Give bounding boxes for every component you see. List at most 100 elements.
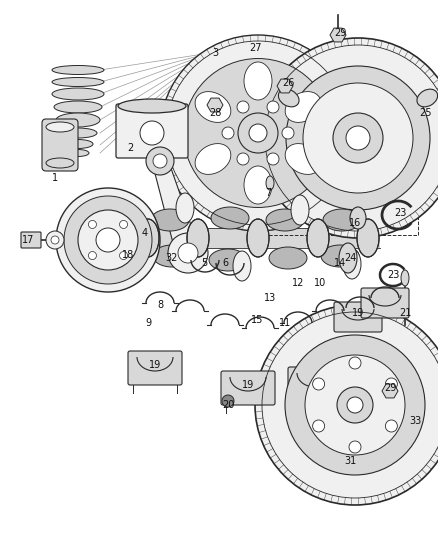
Ellipse shape [52, 77, 104, 86]
Circle shape [337, 387, 373, 423]
Ellipse shape [137, 219, 159, 257]
Ellipse shape [46, 158, 74, 168]
Circle shape [222, 395, 234, 407]
Text: 23: 23 [387, 270, 399, 280]
Ellipse shape [350, 207, 366, 229]
Ellipse shape [233, 251, 251, 281]
Circle shape [46, 231, 64, 249]
Ellipse shape [285, 92, 321, 123]
Circle shape [313, 378, 325, 390]
Text: 13: 13 [264, 293, 276, 303]
Ellipse shape [52, 66, 104, 75]
Ellipse shape [244, 166, 272, 204]
Circle shape [168, 233, 208, 273]
Text: 9: 9 [145, 318, 151, 328]
Circle shape [120, 221, 127, 229]
Ellipse shape [247, 219, 269, 257]
Circle shape [78, 210, 138, 270]
Text: 21: 21 [399, 308, 411, 318]
Text: 29: 29 [334, 28, 346, 38]
Circle shape [146, 147, 174, 175]
Text: 11: 11 [279, 318, 291, 328]
Text: 26: 26 [282, 78, 294, 88]
Text: 15: 15 [251, 315, 263, 325]
Ellipse shape [209, 249, 247, 271]
Ellipse shape [269, 247, 307, 269]
Ellipse shape [46, 122, 74, 132]
Ellipse shape [417, 89, 438, 107]
Text: 23: 23 [394, 208, 406, 218]
Circle shape [184, 59, 332, 207]
Ellipse shape [343, 249, 361, 279]
Circle shape [222, 127, 234, 139]
Ellipse shape [211, 207, 249, 229]
Polygon shape [152, 159, 199, 256]
Circle shape [267, 101, 279, 113]
Ellipse shape [151, 209, 189, 231]
Text: 8: 8 [157, 300, 163, 310]
Text: 3: 3 [212, 48, 218, 58]
FancyBboxPatch shape [221, 371, 275, 405]
Polygon shape [207, 98, 223, 112]
Text: 27: 27 [249, 43, 261, 53]
Circle shape [237, 153, 249, 165]
Circle shape [88, 221, 96, 229]
FancyBboxPatch shape [288, 367, 342, 401]
Circle shape [349, 441, 361, 453]
Circle shape [349, 357, 361, 369]
Bar [248, 180, 418, 235]
Ellipse shape [279, 89, 299, 107]
Text: 12: 12 [292, 278, 304, 288]
Text: 6: 6 [222, 258, 228, 268]
Text: 28: 28 [209, 108, 221, 118]
Polygon shape [382, 384, 398, 398]
Text: 31: 31 [344, 456, 356, 466]
Text: 25: 25 [419, 108, 431, 118]
Circle shape [64, 196, 152, 284]
Circle shape [153, 154, 167, 168]
Text: 19: 19 [149, 360, 161, 370]
Ellipse shape [63, 140, 93, 149]
Circle shape [346, 126, 370, 150]
Text: 2: 2 [127, 143, 133, 153]
Polygon shape [277, 79, 293, 93]
Text: 14: 14 [334, 258, 346, 268]
Circle shape [160, 35, 356, 231]
Text: 32: 32 [166, 253, 178, 263]
Ellipse shape [187, 219, 209, 257]
Circle shape [385, 420, 397, 432]
FancyBboxPatch shape [361, 288, 409, 318]
Polygon shape [330, 28, 346, 42]
Text: 1: 1 [52, 173, 58, 183]
Circle shape [120, 252, 127, 260]
Circle shape [56, 188, 160, 292]
Circle shape [237, 101, 249, 113]
Circle shape [238, 113, 278, 153]
Ellipse shape [153, 245, 191, 267]
Circle shape [258, 38, 438, 238]
Ellipse shape [266, 209, 304, 231]
Circle shape [303, 83, 413, 193]
Text: 4: 4 [142, 228, 148, 238]
Circle shape [333, 113, 383, 163]
Circle shape [178, 243, 198, 263]
Text: 17: 17 [22, 235, 34, 245]
Ellipse shape [339, 243, 357, 273]
Ellipse shape [176, 193, 194, 223]
Ellipse shape [266, 176, 274, 190]
Ellipse shape [54, 101, 102, 113]
Text: 33: 33 [409, 416, 421, 426]
Text: 19: 19 [352, 308, 364, 318]
Ellipse shape [67, 149, 89, 157]
Circle shape [267, 153, 279, 165]
Ellipse shape [56, 113, 100, 127]
Ellipse shape [118, 99, 186, 113]
Text: 7: 7 [265, 188, 271, 198]
FancyBboxPatch shape [21, 232, 41, 248]
Text: 29: 29 [384, 383, 396, 393]
Circle shape [286, 66, 430, 210]
Ellipse shape [291, 195, 309, 225]
Text: 16: 16 [349, 218, 361, 228]
FancyBboxPatch shape [334, 302, 382, 332]
Circle shape [51, 236, 59, 244]
